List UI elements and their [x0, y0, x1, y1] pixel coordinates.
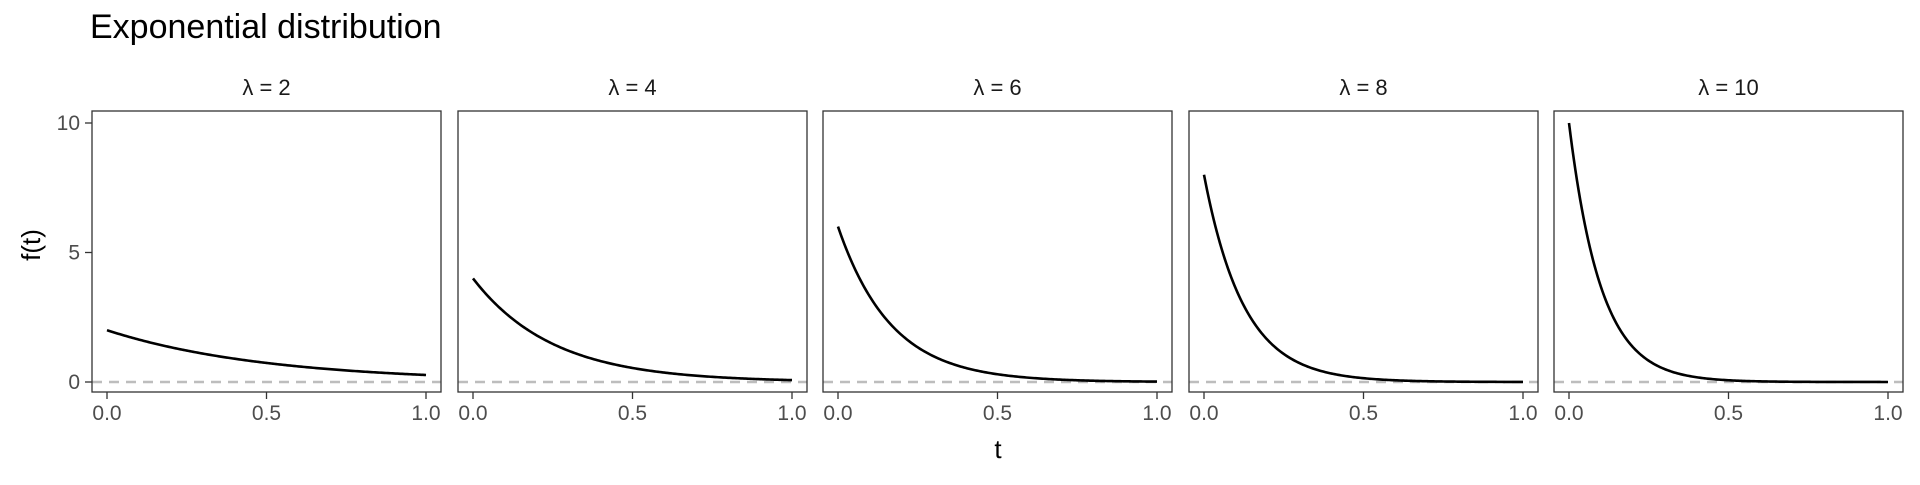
- y-tick-label: 10: [57, 112, 80, 135]
- panel-border: [91, 110, 442, 393]
- x-tick-label: 0.5: [1349, 402, 1378, 425]
- panel-border: [822, 110, 1173, 393]
- x-tick-label: 0.5: [1714, 402, 1743, 425]
- density-curve: [1567, 122, 1888, 384]
- facet-panel: λ = 6 0.0 0.5 1.0: [822, 75, 1173, 425]
- facet-panels: λ = 2 0.0 0.5 1.0 0 5 10 λ = 4 0.0 0.5 1.0 λ = 6 0.0…: [57, 75, 1904, 425]
- x-tick-label: 1.0: [777, 402, 806, 425]
- x-tick-label: 1.0: [1142, 402, 1171, 425]
- y-tick-label: 5: [68, 242, 80, 265]
- panel-border: [1553, 110, 1904, 393]
- facet-label: λ = 6: [973, 75, 1021, 100]
- density-curve: [471, 277, 793, 382]
- panel-border: [457, 110, 808, 393]
- density-curve: [836, 226, 1158, 383]
- x-tick-label: 0.0: [823, 402, 852, 425]
- facet-label: λ = 4: [608, 75, 656, 100]
- facet-panel: λ = 4 0.0 0.5 1.0: [457, 75, 808, 425]
- x-tick-label: 1.0: [1508, 402, 1537, 425]
- facet-panel: λ = 8 0.0 0.5 1.0: [1188, 75, 1539, 425]
- x-tick-label: 1.0: [411, 402, 440, 425]
- x-tick-label: 0.0: [458, 402, 487, 425]
- facet-label: λ = 8: [1339, 75, 1387, 100]
- facet-panel: λ = 2 0.0 0.5 1.0 0 5 10: [57, 75, 442, 425]
- density-curve: [106, 328, 427, 377]
- facet-panel: λ = 10 0.0 0.5 1.0: [1553, 75, 1904, 425]
- density-curve: [1202, 174, 1523, 384]
- x-tick-label: 0.0: [92, 402, 121, 425]
- x-tick-label: 0.5: [983, 402, 1012, 425]
- chart-title: Exponential distribution: [90, 8, 442, 46]
- x-tick-label: 0.0: [1554, 402, 1583, 425]
- x-tick-label: 0.0: [1189, 402, 1218, 425]
- y-tick-label: 0: [68, 371, 80, 394]
- panel-border: [1188, 110, 1539, 393]
- x-tick-label: 1.0: [1873, 402, 1902, 425]
- y-axis-label: f(t): [16, 229, 46, 261]
- facet-label: λ = 10: [1698, 75, 1759, 100]
- x-axis-label: t: [994, 434, 1002, 464]
- x-tick-label: 0.5: [618, 402, 647, 425]
- x-tick-label: 0.5: [252, 402, 281, 425]
- facet-label: λ = 2: [242, 75, 290, 100]
